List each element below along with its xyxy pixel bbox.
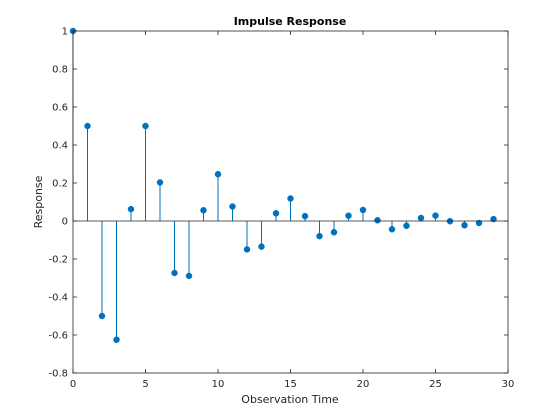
x-tick-label: 0 <box>70 379 76 390</box>
stem-marker <box>490 215 497 223</box>
stem-marker <box>142 122 149 130</box>
stem-marker <box>127 205 135 213</box>
x-tick-label: 20 <box>357 379 370 390</box>
stem-marker <box>113 336 120 343</box>
x-axis-ticks: 0 5 10 15 20 25 30 <box>70 31 515 390</box>
y-tick-label: 0 <box>62 217 68 228</box>
stem-marker <box>330 228 338 236</box>
y-axis-ticks: -0.8 -0.6 -0.4 -0.2 0 0.2 0.4 0.6 0.8 1 <box>48 27 508 380</box>
stem-marker <box>258 243 265 250</box>
stem-marker <box>243 246 251 253</box>
stem-marker <box>461 222 468 229</box>
x-axis-label: Observation Time <box>241 393 339 406</box>
stem-marker <box>156 179 164 186</box>
stem-marker <box>229 203 236 210</box>
stem-marker <box>301 212 309 220</box>
y-tick-label: -0.4 <box>48 293 68 304</box>
stem-marker <box>417 214 425 222</box>
stem-marker <box>272 210 280 217</box>
x-tick-label: 5 <box>142 379 148 390</box>
y-axis-label: Response <box>32 175 45 228</box>
y-tick-label: 0.8 <box>52 65 68 76</box>
stem-marker <box>388 226 396 233</box>
y-tick-label: 0.4 <box>52 141 68 152</box>
stem-marker <box>475 219 483 227</box>
stem-marker <box>374 217 381 224</box>
stem-marker <box>185 272 193 280</box>
y-tick-label: -0.8 <box>48 369 68 380</box>
stem-marker <box>171 269 178 277</box>
y-tick-label: 1 <box>62 27 68 38</box>
y-tick-label: 0.2 <box>52 179 68 190</box>
y-tick-label: 0.6 <box>52 103 68 114</box>
y-tick-label: -0.2 <box>48 255 68 266</box>
stem-marker <box>432 212 439 219</box>
stem-marker <box>214 170 222 178</box>
x-tick-label: 10 <box>212 379 225 390</box>
stem-marker <box>200 206 207 214</box>
chart-title: Impulse Response <box>234 15 347 28</box>
stem-marker <box>403 222 410 230</box>
stem-marker <box>345 212 352 219</box>
stem-marker <box>359 206 367 214</box>
x-tick-label: 15 <box>284 379 297 390</box>
stem-marker <box>316 232 323 240</box>
stem-marker <box>98 312 106 320</box>
y-tick-label: -0.6 <box>48 331 68 342</box>
stem-marker <box>287 195 294 202</box>
stem-marker <box>84 122 91 130</box>
x-tick-label: 25 <box>429 379 442 390</box>
x-tick-label: 30 <box>502 379 515 390</box>
